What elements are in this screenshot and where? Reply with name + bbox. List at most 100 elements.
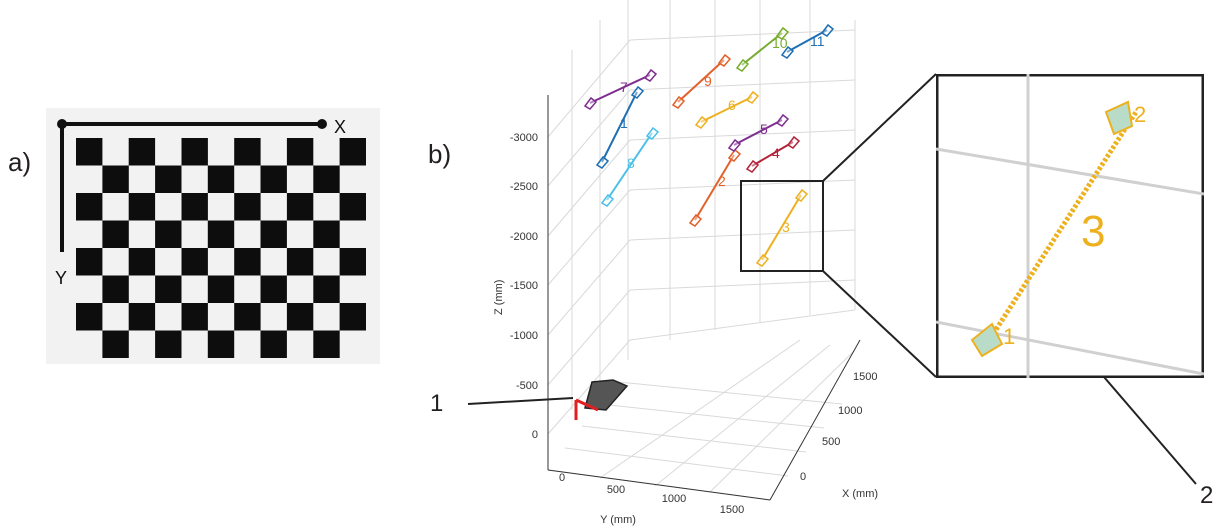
checker-square [76, 193, 103, 221]
y-tick-label: 1000 [662, 493, 686, 505]
checker-square [102, 330, 129, 358]
camera-id-label: 7 [620, 79, 628, 95]
camera-frustum-icon [775, 113, 790, 127]
checker-square [234, 303, 261, 331]
camera-frustum-icon [786, 135, 801, 149]
checker-square [128, 303, 156, 331]
checker-square [181, 193, 208, 221]
camera-frustum-icon [595, 155, 610, 169]
y-tick-label: 0 [559, 472, 565, 484]
plot-axes [547, 95, 861, 501]
x-axis-end-dot [317, 119, 327, 129]
z-tick-label: -2000 [510, 231, 538, 243]
checker-square [286, 193, 314, 221]
camera-frustum-icon [775, 26, 790, 40]
camera-path-line [606, 132, 653, 201]
z-axis-label: Z (mm) [493, 280, 505, 315]
camera-frustum-icon [745, 90, 760, 104]
camera-frustum-icon [755, 253, 770, 267]
checker-square [234, 138, 261, 166]
checker-square [207, 330, 235, 358]
checker-square [286, 303, 314, 331]
checker-square [155, 330, 182, 358]
checker-square [260, 330, 287, 358]
y-axis-label: Y [55, 268, 67, 288]
checker-square [155, 220, 182, 248]
camera-frustum-icon [671, 95, 686, 109]
z-tick-label: -3000 [510, 132, 538, 144]
camera-frustum-icon [688, 213, 703, 227]
x-tick-label: 0 [800, 471, 806, 483]
z-tick-label: -2500 [510, 181, 538, 193]
checker-square [102, 165, 129, 193]
checker-square [286, 138, 314, 166]
zoom-inset: 3 1 2 [936, 74, 1204, 378]
camera-frustum-icon [600, 193, 615, 207]
x-tick-label: 500 [822, 436, 840, 448]
camera-id-label: 8 [627, 155, 635, 171]
camera-id-label: 9 [704, 73, 712, 89]
camera-frustum-icon [727, 138, 742, 152]
inset-camera-trajectory [970, 100, 1139, 358]
checker-square [102, 220, 129, 248]
callout-2-label: 2 [1200, 482, 1214, 509]
checker-square [181, 138, 208, 166]
y-axis-ticks: 0 500 1000 1500 [559, 472, 744, 516]
inset-camera-id: 3 [1081, 207, 1105, 256]
camera-trajectory: 9 [671, 53, 732, 109]
camera-id-label: 11 [810, 33, 825, 49]
checker-square [128, 193, 156, 221]
camera-path-line [733, 119, 783, 146]
camera-frustum-icon [643, 68, 658, 82]
inset-start-label: 1 [1003, 324, 1015, 349]
callout-1-label: 1 [430, 390, 444, 417]
x-tick-label: 1500 [853, 371, 877, 383]
camera-frustum-icon [794, 188, 809, 202]
camera-trajectory: 4 [745, 135, 801, 173]
camera-trajectory: 8 [600, 126, 660, 207]
checker-square [128, 138, 156, 166]
camera-frustum-icon [735, 58, 750, 72]
panel-b-label: b) [428, 139, 452, 169]
y-tick-label: 1500 [720, 504, 744, 516]
checker-square [286, 248, 314, 276]
camera-trajectory: 2 [688, 148, 742, 227]
inset-end-label: 2 [1134, 102, 1146, 127]
checker-square [313, 275, 340, 303]
camera-path-line [601, 91, 638, 163]
checker-square [181, 303, 208, 331]
camera-path-line [741, 32, 783, 66]
camera-frustum-icon [717, 53, 732, 67]
camera-pose-plot: -3000 -2500 -2000 -1500 -1000 -500 0 Z (… [493, 0, 878, 526]
camera-poses: 1 2 3 45 6 7 8 9 10 11 [583, 23, 835, 267]
x-axis-label: X [334, 117, 346, 137]
camera-trajectory: 7 [583, 68, 658, 110]
checker-square [339, 193, 366, 221]
camera-frustum-icon [630, 85, 645, 99]
camera-trajectory: 11 [780, 23, 835, 59]
camera-path-line [761, 194, 802, 261]
panel-a-label: a) [8, 147, 32, 177]
camera-path-line [589, 74, 651, 104]
camera-id-label: 5 [760, 121, 768, 137]
camera-id-label: 1 [620, 115, 628, 131]
camera-frustum-icon [727, 148, 742, 162]
checker-square [313, 220, 340, 248]
camera-trajectory: 1 [595, 85, 645, 169]
z-axis-ticks: -3000 -2500 -2000 -1500 -1000 -500 0 [510, 132, 538, 441]
camera-id-label: 3 [782, 219, 790, 235]
camera-id-label: 10 [772, 35, 788, 51]
checker-square [102, 275, 129, 303]
checker-square [207, 220, 235, 248]
camera-frustum-icon [583, 96, 598, 110]
checkerboard-photo: X Y [46, 108, 380, 364]
checker-square [339, 248, 366, 276]
x-axis-label: X (mm) [842, 488, 878, 500]
camera-frustum-icon [745, 159, 760, 173]
zoom-source-box [740, 180, 824, 272]
checker-square [234, 193, 261, 221]
camera-frustum-icon [645, 126, 660, 140]
origin-dot [57, 119, 67, 129]
grid-lines [547, 0, 856, 501]
camera-path-line [700, 96, 753, 123]
